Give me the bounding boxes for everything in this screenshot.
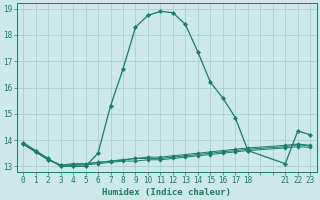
X-axis label: Humidex (Indice chaleur): Humidex (Indice chaleur) [102, 188, 231, 197]
